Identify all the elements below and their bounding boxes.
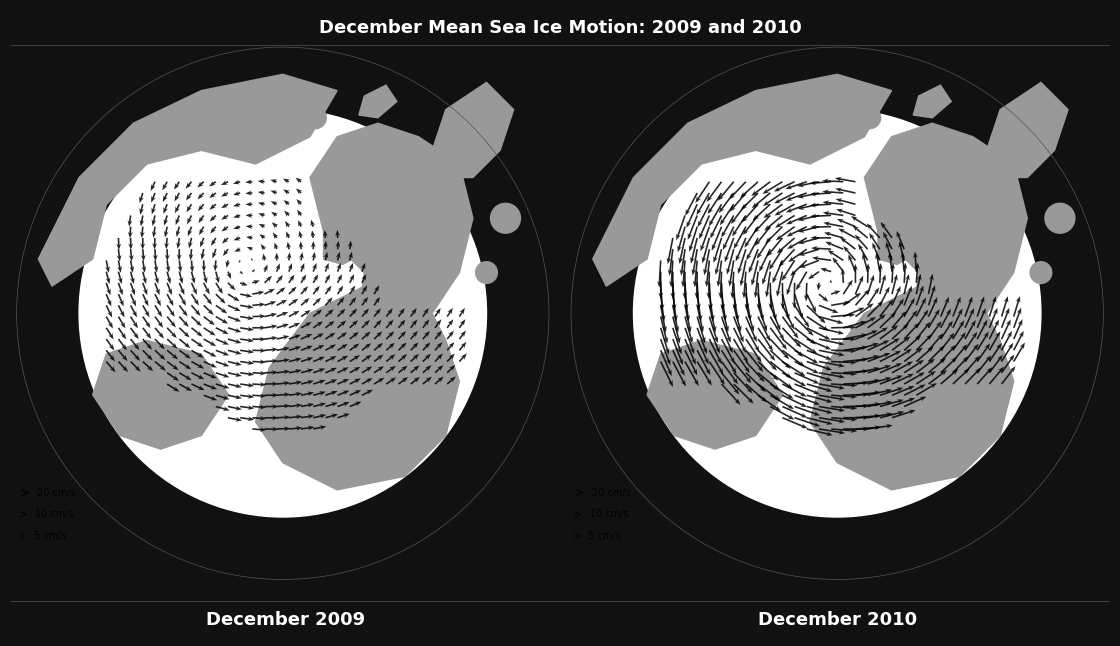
- Text: 20 cm/s: 20 cm/s: [591, 488, 631, 497]
- Polygon shape: [278, 90, 305, 137]
- Text: December 2010: December 2010: [758, 611, 917, 629]
- Circle shape: [634, 110, 1040, 517]
- Polygon shape: [987, 83, 1068, 178]
- Circle shape: [80, 110, 486, 517]
- Polygon shape: [358, 245, 432, 346]
- Text: 5 cm/s: 5 cm/s: [588, 531, 622, 541]
- Polygon shape: [878, 183, 951, 264]
- Circle shape: [1030, 262, 1052, 284]
- Polygon shape: [255, 286, 459, 490]
- Polygon shape: [878, 340, 945, 408]
- Circle shape: [707, 137, 724, 153]
- Text: 10 cm/s: 10 cm/s: [35, 509, 74, 519]
- Polygon shape: [93, 340, 228, 449]
- Polygon shape: [432, 83, 514, 178]
- Circle shape: [223, 107, 245, 129]
- Text: 20 cm/s: 20 cm/s: [37, 488, 76, 497]
- Text: 10 cm/s: 10 cm/s: [589, 509, 628, 519]
- Polygon shape: [913, 245, 987, 346]
- Polygon shape: [865, 123, 1027, 313]
- Polygon shape: [647, 340, 783, 449]
- Polygon shape: [324, 340, 391, 408]
- Text: December Mean Sea Ice Motion: 2009 and 2010: December Mean Sea Ice Motion: 2009 and 2…: [318, 19, 802, 37]
- Polygon shape: [832, 90, 859, 137]
- Polygon shape: [810, 286, 1014, 490]
- Circle shape: [1045, 203, 1075, 233]
- Circle shape: [476, 262, 497, 284]
- Polygon shape: [310, 123, 473, 313]
- Polygon shape: [38, 74, 337, 286]
- Polygon shape: [324, 183, 396, 264]
- Text: December 2009: December 2009: [206, 611, 365, 629]
- Circle shape: [491, 203, 521, 233]
- Polygon shape: [358, 85, 396, 118]
- Circle shape: [152, 137, 169, 153]
- Circle shape: [777, 107, 800, 129]
- Circle shape: [305, 107, 326, 129]
- Circle shape: [859, 107, 880, 129]
- Text: 5 cm/s: 5 cm/s: [34, 531, 67, 541]
- Polygon shape: [913, 85, 951, 118]
- Polygon shape: [592, 74, 892, 286]
